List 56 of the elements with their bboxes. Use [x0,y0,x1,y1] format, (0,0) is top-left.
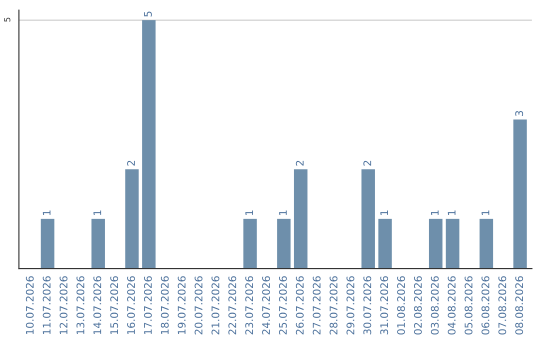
x-tick-label: 24.07.2026 [262,276,270,334]
x-tick-label: 14.07.2026 [93,276,102,334]
x-tick-label: 07.08.2026 [498,276,506,334]
bar [513,120,527,269]
bar [361,169,375,269]
bar [428,218,442,269]
data-label: 1 [279,210,287,215]
x-tick-label: 17.07.2026 [144,276,152,334]
x-tick-label: 19.07.2026 [178,276,186,334]
x-tick-label: 10.07.2026 [26,276,34,334]
x-tick-label: 27.07.2026 [312,276,321,334]
bar [480,218,494,269]
data-label: 5 [144,12,152,17]
x-tick-label: 03.08.2026 [430,276,439,334]
x-tick-label: 25.07.2026 [278,276,287,334]
data-label: 3 [515,110,524,116]
x-tick-label: 31.07.2026 [380,276,388,334]
data-label: 1 [482,210,490,215]
x-tick-label: 26.07.2026 [296,276,304,334]
x-tick-label: 05.08.2026 [464,276,472,334]
x-tick-label: 22.07.2026 [228,276,236,334]
x-tick-label: 16.07.2026 [127,276,135,334]
data-label: 1 [380,210,388,215]
x-tick-label: 02.08.2026 [414,276,422,334]
data-label: 1 [430,210,439,215]
bar [40,218,54,269]
data-label: 1 [245,210,253,215]
bar [142,20,156,269]
bar [446,218,460,269]
data-label: 1 [93,210,102,215]
x-tick-label: 30.07.2026 [363,276,372,334]
bar [378,218,392,269]
x-tick-label: 23.07.2026 [245,276,254,334]
data-label: 2 [127,160,135,166]
x-tick-label: 11.07.2026 [42,276,51,334]
x-tick-label: 28.07.2026 [330,276,338,334]
x-tick-label: 08.08.2026 [515,276,524,334]
bar [243,218,257,269]
bar [294,169,308,269]
x-tick-label: 04.08.2026 [448,276,456,334]
data-label: 2 [363,160,372,166]
x-tick-label: 12.07.2026 [60,276,68,334]
data-label: 1 [42,210,50,215]
x-tick-label: 15.07.2026 [110,276,118,334]
bar [277,218,291,269]
x-tick-label: 18.07.2026 [160,276,169,334]
x-tick-label: 21.07.2026 [211,276,220,334]
x-tick-label: 01.08.2026 [397,276,405,334]
data-label: 2 [296,160,304,166]
x-tick-label: 06.08.2026 [481,276,490,334]
data-label: 1 [448,210,456,215]
bar [91,218,105,269]
x-tick-label: 29.07.2026 [346,276,354,334]
x-tick-label: 13.07.2026 [76,276,84,334]
x-tick-label: 20.07.2026 [194,276,202,334]
bar [125,169,139,269]
